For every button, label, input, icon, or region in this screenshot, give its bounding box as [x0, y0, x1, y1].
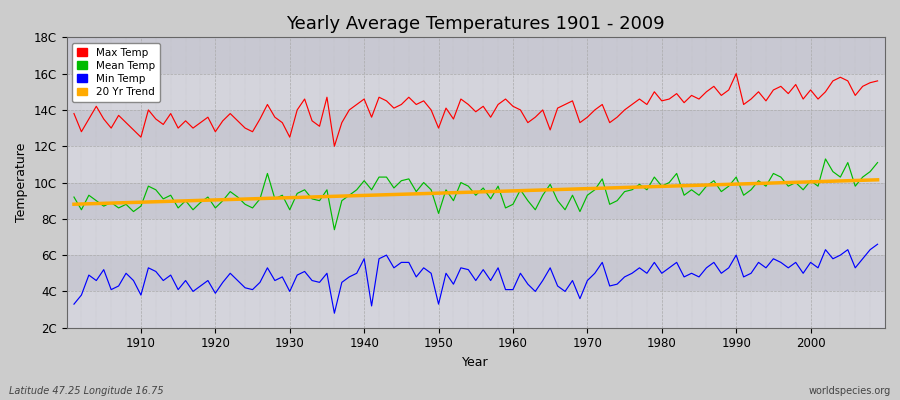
- Line: Mean Temp: Mean Temp: [74, 159, 878, 230]
- Mean Temp: [292, 191, 302, 196]
- Bar: [67, 74, 885, 110]
- Min Temp: [344, 274, 355, 279]
- 20 Yr Trend: [128, 200, 139, 205]
- 20 Yr Trend: [872, 178, 883, 182]
- Mean Temp: [128, 209, 139, 214]
- Mean Temp: [872, 160, 883, 165]
- Max Temp: [344, 108, 355, 112]
- Mean Temp: [515, 187, 526, 192]
- Legend: Max Temp, Mean Temp, Min Temp, 20 Yr Trend: Max Temp, Mean Temp, Min Temp, 20 Yr Tre…: [72, 42, 160, 102]
- Max Temp: [731, 71, 742, 76]
- Mean Temp: [604, 202, 615, 207]
- Min Temp: [508, 287, 518, 292]
- 20 Yr Trend: [500, 189, 511, 194]
- X-axis label: Year: Year: [463, 356, 489, 369]
- Max Temp: [329, 144, 340, 149]
- Bar: [67, 110, 885, 146]
- Min Temp: [292, 273, 302, 278]
- Mean Temp: [820, 156, 831, 161]
- Bar: [67, 182, 885, 219]
- Max Temp: [292, 108, 302, 112]
- Min Temp: [872, 242, 883, 247]
- Bar: [67, 219, 885, 255]
- Max Temp: [604, 120, 615, 125]
- Line: 20 Yr Trend: 20 Yr Trend: [74, 180, 878, 204]
- 20 Yr Trend: [508, 188, 518, 193]
- Max Temp: [128, 128, 139, 132]
- 20 Yr Trend: [68, 202, 79, 207]
- Bar: [67, 255, 885, 292]
- Mean Temp: [508, 202, 518, 207]
- 20 Yr Trend: [292, 195, 302, 200]
- Max Temp: [872, 78, 883, 83]
- Mean Temp: [68, 195, 79, 200]
- Text: worldspecies.org: worldspecies.org: [809, 386, 891, 396]
- Title: Yearly Average Temperatures 1901 - 2009: Yearly Average Temperatures 1901 - 2009: [286, 15, 665, 33]
- Text: Latitude 47.25 Longitude 16.75: Latitude 47.25 Longitude 16.75: [9, 386, 164, 396]
- Min Temp: [329, 311, 340, 316]
- Y-axis label: Temperature: Temperature: [15, 143, 28, 222]
- Min Temp: [68, 302, 79, 306]
- Bar: [67, 292, 885, 328]
- Mean Temp: [344, 193, 355, 198]
- Mean Temp: [329, 227, 340, 232]
- Max Temp: [508, 104, 518, 109]
- Min Temp: [604, 284, 615, 288]
- Max Temp: [515, 108, 526, 112]
- Bar: [67, 37, 885, 74]
- Min Temp: [128, 278, 139, 283]
- Max Temp: [68, 111, 79, 116]
- 20 Yr Trend: [597, 186, 608, 190]
- Min Temp: [515, 271, 526, 276]
- Bar: [67, 146, 885, 182]
- Line: Min Temp: Min Temp: [74, 244, 878, 313]
- 20 Yr Trend: [337, 194, 347, 198]
- Line: Max Temp: Max Temp: [74, 74, 878, 146]
